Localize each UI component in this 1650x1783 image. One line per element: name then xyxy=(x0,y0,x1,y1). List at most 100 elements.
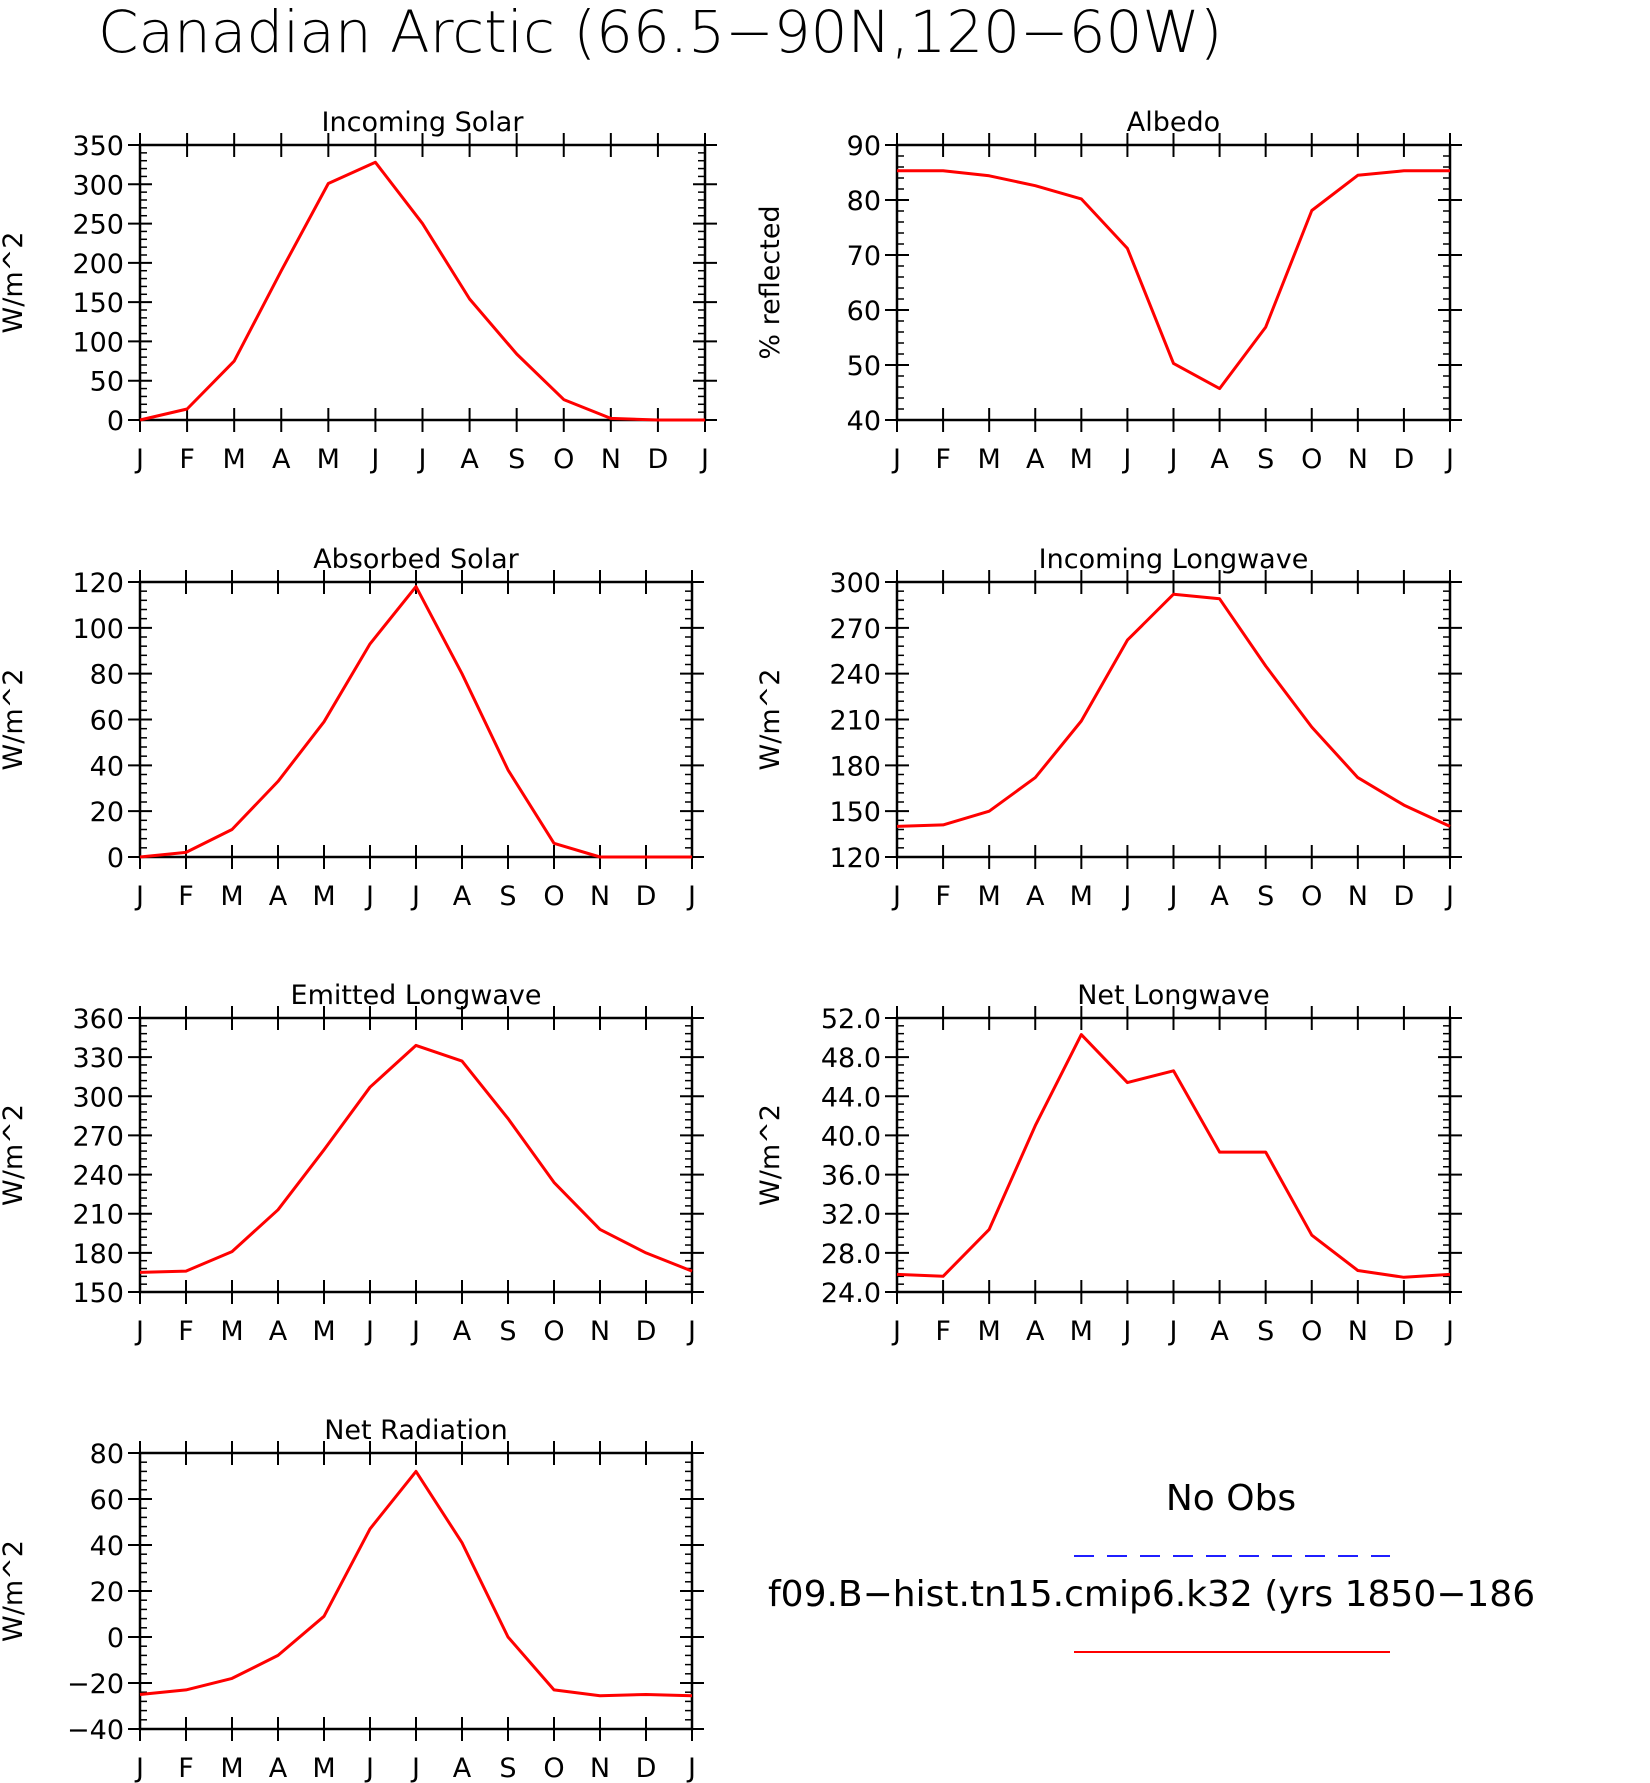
x-tick-label: S xyxy=(499,881,516,912)
x-tick-label: S xyxy=(499,1753,516,1783)
x-tick-label: S xyxy=(499,1316,516,1347)
x-tick-label: N xyxy=(590,1753,610,1783)
x-tick-label: J xyxy=(686,1753,696,1783)
x-tick-label: F xyxy=(935,881,951,912)
panel-title: Emitted Longwave xyxy=(291,980,542,1011)
panel-title: Net Radiation xyxy=(324,1415,508,1446)
x-tick-label: D xyxy=(636,1753,657,1783)
x-tick-label: J xyxy=(134,1753,144,1783)
x-tick-label: F xyxy=(179,444,195,475)
figure-title: Canadian Arctic (66.5−90N,120−60W) xyxy=(98,0,1222,66)
y-tick-label: 270 xyxy=(829,614,881,645)
y-tick-label: −20 xyxy=(67,1669,124,1700)
y-axis-label: W/m^2 xyxy=(0,232,29,334)
x-tick-label: J xyxy=(134,444,144,475)
y-tick-label: 32.0 xyxy=(821,1200,881,1231)
x-tick-label: J xyxy=(891,444,901,475)
x-tick-label: N xyxy=(601,444,621,475)
y-tick-label: 24.0 xyxy=(821,1278,881,1309)
x-tick-label: O xyxy=(1301,881,1322,912)
x-tick-label: A xyxy=(460,444,479,475)
x-tick-label: J xyxy=(1121,444,1131,475)
x-tick-label: J xyxy=(1121,1316,1131,1347)
x-tick-label: M xyxy=(978,1316,1001,1347)
x-tick-label: J xyxy=(1168,444,1178,475)
y-tick-label: 36.0 xyxy=(821,1161,881,1192)
x-tick-label: A xyxy=(272,444,291,475)
y-tick-label: 180 xyxy=(72,1239,124,1270)
y-axis-label: W/m^2 xyxy=(755,669,786,771)
x-tick-label: J xyxy=(369,444,379,475)
y-axis-label: W/m^2 xyxy=(0,1540,29,1642)
y-tick-label: 360 xyxy=(72,1004,124,1035)
y-tick-label: −40 xyxy=(67,1715,124,1746)
x-tick-label: J xyxy=(417,444,427,475)
y-tick-label: 0 xyxy=(107,843,124,874)
y-tick-label: 200 xyxy=(72,249,124,280)
x-tick-label: S xyxy=(508,444,525,475)
x-tick-label: J xyxy=(364,881,374,912)
x-tick-label: O xyxy=(543,1753,564,1783)
panel-5: Emitted Longwave W/m^2 150 180 210 240 270 300 3… xyxy=(0,980,704,1347)
y-tick-label: 80 xyxy=(90,660,124,691)
x-tick-label: D xyxy=(636,1316,657,1347)
plot-frame xyxy=(138,1451,694,1731)
panel-6: Net Longwave W/m^2 24.0 28.0 32.0 36.0 40.0 44.… xyxy=(755,980,1462,1347)
legend-obs-label: No Obs xyxy=(1166,1478,1296,1519)
x-tick-label: A xyxy=(1210,881,1229,912)
y-tick-label: 330 xyxy=(72,1043,124,1074)
y-tick-label: 150 xyxy=(72,1278,124,1309)
x-tick-label: F xyxy=(178,881,194,912)
x-tick-label: M xyxy=(978,444,1001,475)
y-axis-label: W/m^2 xyxy=(0,669,29,771)
x-tick-label: N xyxy=(1348,1316,1368,1347)
x-tick-label: J xyxy=(686,1316,696,1347)
panel-title: Incoming Longwave xyxy=(1039,544,1309,575)
plot-frame xyxy=(138,580,694,859)
y-tick-label: 50 xyxy=(847,351,881,382)
y-tick-label: 180 xyxy=(829,751,881,782)
panels: Incoming SolarW/m^2050100150200250300350… xyxy=(0,107,1462,1783)
x-tick-label: J xyxy=(410,1753,420,1783)
y-tick-label: 40 xyxy=(90,1531,124,1562)
plot-frame xyxy=(895,1016,1452,1294)
y-tick-label: 300 xyxy=(829,568,881,599)
y-tick-label: 0 xyxy=(107,1623,124,1654)
plot-frame xyxy=(138,1016,694,1294)
y-tick-label: 48.0 xyxy=(821,1043,881,1074)
y-tick-label: 44.0 xyxy=(821,1082,881,1113)
series-line xyxy=(139,1043,693,1274)
x-tick-label: J xyxy=(1444,444,1454,475)
x-tick-label: N xyxy=(1348,881,1368,912)
x-tick-label: F xyxy=(935,1316,951,1347)
x-tick-label: S xyxy=(1257,1316,1274,1347)
x-tick-label: M xyxy=(312,1753,335,1783)
series-line xyxy=(139,585,692,859)
x-tick-label: A xyxy=(1026,881,1045,912)
y-tick-label: 270 xyxy=(72,1121,124,1152)
y-tick-label: 300 xyxy=(72,1082,124,1113)
x-tick-label: M xyxy=(317,444,340,475)
y-tick-label: 40 xyxy=(90,751,124,782)
x-tick-label: A xyxy=(1026,1316,1045,1347)
x-tick-label: J xyxy=(1444,881,1454,912)
x-tick-label: J xyxy=(134,881,144,912)
x-tick-label: M xyxy=(220,1316,243,1347)
series-line xyxy=(896,1033,1451,1279)
y-tick-label: 100 xyxy=(72,614,124,645)
x-tick-label: A xyxy=(453,1316,472,1347)
x-tick-label: A xyxy=(453,881,472,912)
y-tick-label: 40 xyxy=(847,406,881,437)
y-tick-label: 50 xyxy=(90,367,124,398)
panel-title: Absorbed Solar xyxy=(313,544,519,575)
y-tick-label: 40.0 xyxy=(821,1121,881,1152)
x-tick-label: O xyxy=(543,1316,564,1347)
y-tick-label: 20 xyxy=(90,797,124,828)
x-tick-label: A xyxy=(1210,1316,1229,1347)
series-line xyxy=(139,160,705,422)
x-tick-label: J xyxy=(364,1753,374,1783)
series-line xyxy=(139,1469,693,1698)
y-tick-label: 240 xyxy=(829,660,881,691)
